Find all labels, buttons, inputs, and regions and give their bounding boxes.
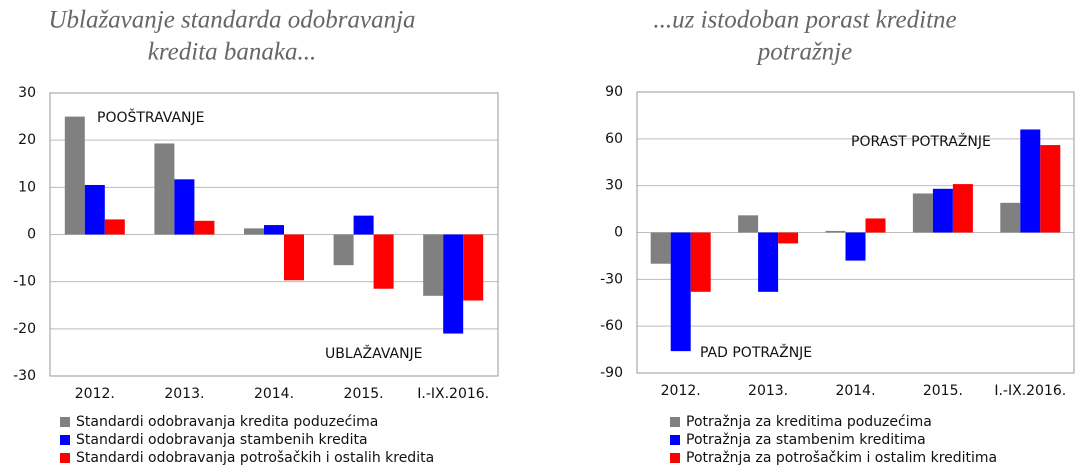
bar	[758, 232, 779, 292]
bar	[64, 116, 85, 235]
bar	[194, 220, 215, 235]
bar	[825, 230, 846, 233]
y-tick-label: -30	[600, 271, 623, 287]
bar	[104, 219, 125, 235]
bar	[952, 184, 973, 233]
x-tick-label: 2014.	[835, 383, 875, 399]
x-tick-label: I.-IX.2016.	[994, 383, 1066, 399]
plot-frame	[49, 92, 499, 377]
annotation: PAD POTRAŽNJE	[700, 343, 812, 361]
chart-title: potražnje	[756, 39, 852, 66]
legend-label: Standardi odobravanja stambenih kredita	[76, 432, 368, 448]
x-tick-label: 2013.	[748, 383, 788, 399]
plot-frame	[636, 91, 1075, 374]
annotation: UBLAŽAVANJE	[325, 344, 423, 362]
x-tick-label: 2014.	[254, 386, 294, 402]
legend-swatch	[60, 453, 70, 463]
legend-label: Potražnja za potrošačkim i ostalim kredi…	[686, 450, 997, 466]
y-tick-label: 20	[18, 132, 36, 148]
y-tick-label: -20	[13, 321, 36, 337]
y-tick-label: -10	[13, 274, 36, 290]
bar	[84, 184, 105, 235]
y-tick-label: 0	[614, 225, 623, 241]
legend-swatch	[670, 453, 680, 463]
bar	[373, 234, 394, 289]
bar	[463, 234, 484, 301]
bar	[244, 228, 264, 235]
legend-swatch	[60, 435, 70, 445]
bar	[1000, 202, 1021, 233]
y-tick-label: 90	[605, 84, 623, 100]
chart-title: Ublažavanje standarda odobravanja	[48, 7, 415, 34]
annotation: PORAST POTRAŽNJE	[851, 132, 991, 150]
bar	[443, 234, 464, 334]
bar	[690, 232, 711, 292]
x-tick-label: 2012.	[75, 386, 115, 402]
x-tick-label: 2012.	[661, 383, 701, 399]
bar	[284, 234, 304, 281]
bar	[353, 215, 374, 235]
chart-title: kredita banaka...	[148, 39, 316, 66]
x-tick-label: 2013.	[164, 386, 204, 402]
bar	[264, 225, 284, 235]
y-tick-label: -30	[13, 368, 36, 384]
y-tick-label: 10	[18, 179, 36, 195]
bar	[912, 193, 933, 233]
legend-label: Potražnja za stambenim kreditima	[686, 432, 926, 448]
y-tick-label: -60	[600, 318, 623, 334]
y-tick-label: 60	[605, 131, 623, 147]
bar	[174, 179, 195, 235]
bar	[333, 234, 354, 266]
y-tick-label: -90	[600, 365, 623, 381]
y-tick-label: 30	[18, 85, 36, 101]
x-tick-label: 2015.	[344, 386, 384, 402]
legend-label: Standardi odobravanja kredita poduzećima	[76, 414, 378, 430]
bar	[778, 232, 799, 244]
bar	[154, 143, 175, 235]
x-tick-label: I.-IX.2016.	[417, 386, 489, 402]
y-tick-label: 0	[27, 227, 36, 243]
bar	[865, 218, 886, 233]
x-tick-label: 2015.	[923, 383, 963, 399]
bar	[650, 232, 671, 264]
bar	[738, 215, 759, 233]
legend-label: Standardi odobravanja potrošačkih i osta…	[76, 450, 434, 466]
legend-swatch	[60, 417, 70, 427]
annotation: POOŠTRAVANJE	[97, 108, 204, 126]
bar	[932, 188, 953, 233]
legend-label: Potražnja za kreditima poduzećima	[686, 414, 932, 430]
bar	[845, 232, 866, 261]
bar	[670, 232, 691, 352]
chart-title: ...uz istodoban porast kreditne	[653, 7, 956, 34]
bar	[1020, 129, 1041, 233]
y-tick-label: 30	[605, 178, 623, 194]
legend-swatch	[670, 417, 680, 427]
bar	[423, 234, 444, 296]
bar	[1040, 145, 1061, 233]
legend-swatch	[670, 435, 680, 445]
